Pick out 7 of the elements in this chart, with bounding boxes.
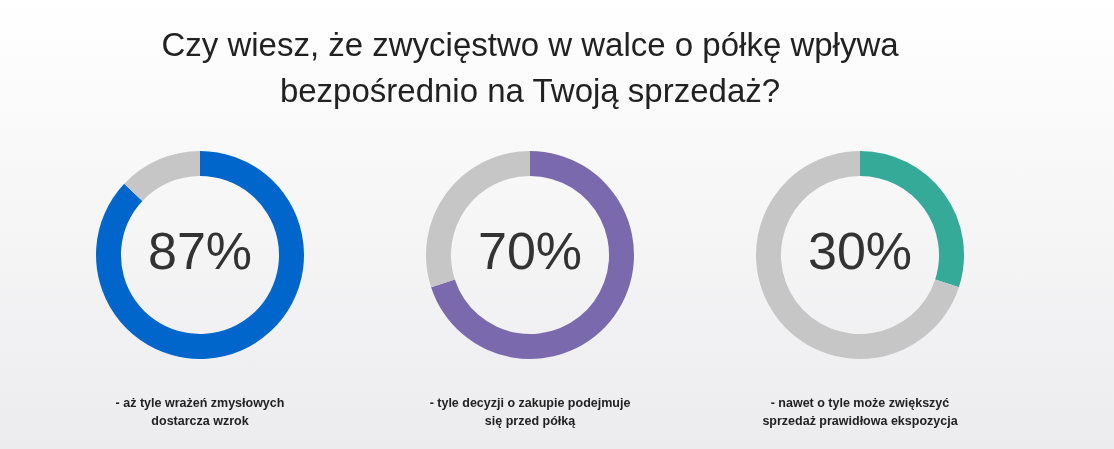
text: - tyle decyzji o zakupie podejmuje się przed półką — [428, 395, 632, 430]
data-label: 87% — [147, 222, 253, 281]
text: - nawet o tyle może zwiększyć sprzedaż prawidłowa ekspozycja — [761, 395, 959, 430]
text: Czy wiesz, że zwycięstwo w walce o półkę wpływa bezpośrednio na Twoją sprzedaż? — [160, 25, 900, 111]
text: - aż tyle wrażeń zmysłowych dostarcza wzrok — [114, 395, 286, 430]
data-label: 30% — [807, 222, 913, 281]
data-label: 70% — [477, 222, 583, 281]
